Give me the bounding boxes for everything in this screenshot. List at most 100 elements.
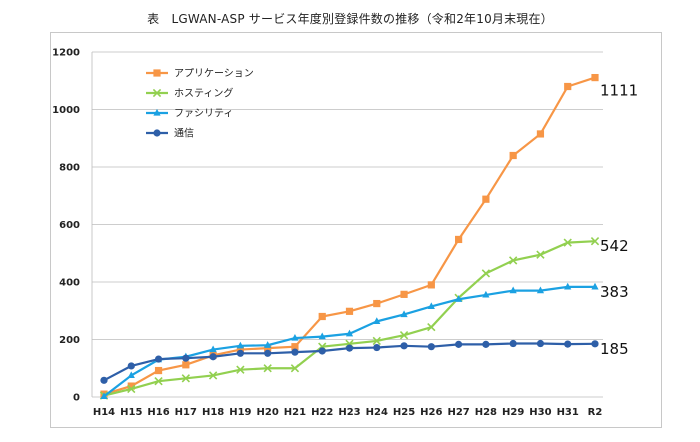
data-point <box>400 290 408 298</box>
data-point <box>455 340 463 348</box>
x-tick-label: H15 <box>120 407 142 418</box>
data-point <box>153 69 161 77</box>
x-tick-label: H22 <box>311 407 333 418</box>
data-point <box>264 341 272 348</box>
data-point-stroke <box>181 374 190 383</box>
data-point <box>536 130 545 138</box>
chart-frame <box>50 32 662 428</box>
data-point <box>127 362 135 370</box>
chart-title: 表 LGWAN-ASP サービス年度別登録件数の推移（令和2年10月末現在） <box>147 12 553 26</box>
data-point <box>591 340 599 348</box>
data-point <box>263 364 272 373</box>
data-point <box>590 237 600 246</box>
data-point <box>127 382 135 390</box>
data-point-stroke <box>481 269 491 278</box>
data-point <box>127 371 135 379</box>
data-point <box>291 343 299 351</box>
data-point <box>345 344 354 352</box>
series-line <box>103 240 596 397</box>
x-tick-label: H20 <box>257 407 279 418</box>
y-tick-label: 1000 <box>52 105 80 116</box>
data-point <box>152 88 162 98</box>
data-point <box>236 345 244 354</box>
data-point-stroke <box>263 364 272 373</box>
y-tick-label: 400 <box>59 278 80 289</box>
data-point <box>399 331 409 340</box>
data-point <box>291 348 299 356</box>
data-point <box>153 108 161 116</box>
data-point <box>564 282 572 290</box>
data-point <box>400 310 408 318</box>
x-tick-label: H21 <box>284 407 306 418</box>
x-tick-label: H14 <box>93 407 115 418</box>
legend-label: 通信 <box>174 128 194 140</box>
data-point <box>345 307 354 315</box>
legend-label: ホスティング <box>174 87 233 100</box>
data-point <box>318 332 326 340</box>
data-point-stroke <box>590 237 600 246</box>
data-point-stroke <box>154 377 163 386</box>
data-point <box>591 73 599 82</box>
data-point <box>455 295 463 302</box>
data-point <box>509 339 517 348</box>
data-point <box>208 371 218 380</box>
data-point <box>264 349 272 357</box>
data-point-stroke <box>236 365 245 374</box>
x-tick-label: H28 <box>475 407 497 418</box>
data-point <box>509 151 517 160</box>
data-point <box>100 392 108 400</box>
data-point-stroke <box>563 238 572 247</box>
data-point <box>290 364 300 373</box>
data-point-stroke <box>509 256 518 265</box>
data-point <box>209 353 217 361</box>
x-tick-label: H16 <box>147 407 169 418</box>
legend-label: ファシリティ <box>174 109 233 120</box>
end-value-label: 185 <box>600 340 629 358</box>
data-point <box>127 384 136 394</box>
data-point <box>482 290 490 298</box>
data-point <box>153 129 161 137</box>
data-point-stroke <box>427 322 436 332</box>
x-tick-label: H30 <box>529 407 551 418</box>
end-value-label: 383 <box>600 283 629 301</box>
data-point <box>181 374 190 383</box>
data-point <box>154 366 163 375</box>
y-tick-label: 0 <box>73 393 80 404</box>
data-point <box>236 341 244 349</box>
data-point <box>427 343 435 351</box>
x-tick-label: H24 <box>366 407 388 418</box>
data-point-stroke <box>372 336 381 346</box>
data-point <box>509 286 517 294</box>
data-point <box>482 195 490 203</box>
data-point <box>372 336 381 346</box>
x-tick-label: H29 <box>502 407 524 418</box>
data-point <box>373 343 381 352</box>
x-tick-label: H27 <box>447 407 469 418</box>
data-point-stroke <box>208 371 218 380</box>
y-tick-label: 1200 <box>52 48 80 59</box>
data-point <box>182 361 190 369</box>
data-point <box>564 82 572 91</box>
x-tick-label: H17 <box>175 407 197 418</box>
data-point <box>318 347 326 355</box>
legend-label: アプリケーション <box>174 68 254 80</box>
data-point <box>564 340 572 348</box>
data-point <box>236 365 245 374</box>
data-point-stroke <box>399 331 409 340</box>
end-value-label: 542 <box>600 237 629 255</box>
data-point <box>536 250 545 259</box>
x-tick-label: H23 <box>338 407 360 418</box>
x-tick-label: R2 <box>588 407 603 418</box>
data-point <box>318 312 326 321</box>
x-tick-label: H26 <box>420 407 442 418</box>
data-point <box>154 355 163 363</box>
data-point-stroke <box>127 384 136 394</box>
data-point <box>427 302 435 310</box>
data-point <box>536 286 545 294</box>
data-point <box>373 299 381 308</box>
data-point <box>100 376 108 384</box>
x-tick-label: H19 <box>229 407 251 418</box>
data-point <box>536 339 545 348</box>
data-point <box>291 333 299 341</box>
